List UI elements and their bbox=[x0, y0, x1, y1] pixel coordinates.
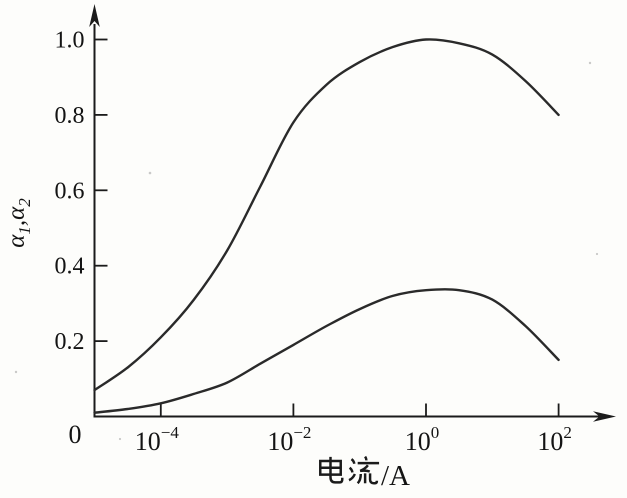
x-tick-label-superscript: −4 bbox=[161, 423, 180, 442]
scan-specks bbox=[14, 61, 599, 441]
y-tick-label: 0.8 bbox=[55, 103, 85, 129]
cjk-char-dian-icon bbox=[319, 456, 344, 484]
x-axis-title-suffix: /A bbox=[381, 460, 410, 492]
y-axis-title-alpha1: α bbox=[3, 234, 30, 248]
x-tick-label: 10−2 bbox=[267, 423, 311, 456]
y-tick-label: 0.6 bbox=[55, 178, 85, 204]
x-axis-title: /A bbox=[319, 455, 410, 492]
x-tick-label-superscript: 0 bbox=[431, 423, 440, 442]
tick-marks bbox=[94, 38, 560, 416]
x-tick-label-base: 10 bbox=[537, 427, 563, 456]
curve-alpha1 bbox=[93, 38, 560, 392]
curves bbox=[93, 38, 560, 414]
x-tick-label: 10−4 bbox=[135, 423, 180, 456]
x-tick-label-superscript: −2 bbox=[293, 423, 311, 442]
y-axis-arrow-icon bbox=[89, 4, 100, 27]
y-axis-title-alpha2: α bbox=[3, 206, 30, 220]
cjk-char-liu-icon bbox=[348, 455, 380, 485]
y-tick-label: 0.4 bbox=[55, 254, 85, 280]
x-tick-label: 102 bbox=[537, 423, 572, 456]
axes bbox=[89, 4, 616, 422]
curve-alpha2 bbox=[93, 288, 560, 414]
origin-label: 0 bbox=[69, 420, 82, 449]
x-tick-label-superscript: 2 bbox=[563, 423, 572, 442]
x-tick-label: 100 bbox=[405, 423, 440, 456]
x-tick-label-base: 10 bbox=[405, 427, 431, 456]
y-tick-label: 1.0 bbox=[55, 28, 85, 54]
tick-labels: 0.20.40.60.81.010−4 10−2 100 102 bbox=[55, 28, 572, 457]
y-axis-title: α1,α2 bbox=[3, 198, 34, 248]
x-tick-label-base: 10 bbox=[267, 427, 293, 456]
x-axis-arrow-icon bbox=[593, 411, 616, 422]
y-axis-title-sub2: 2 bbox=[15, 198, 34, 207]
y-axis-title-comma: , bbox=[3, 220, 30, 226]
y-axis-title-sub1: 1 bbox=[15, 226, 34, 235]
y-tick-label: 0.2 bbox=[55, 329, 85, 355]
x-tick-label-base: 10 bbox=[135, 427, 161, 456]
